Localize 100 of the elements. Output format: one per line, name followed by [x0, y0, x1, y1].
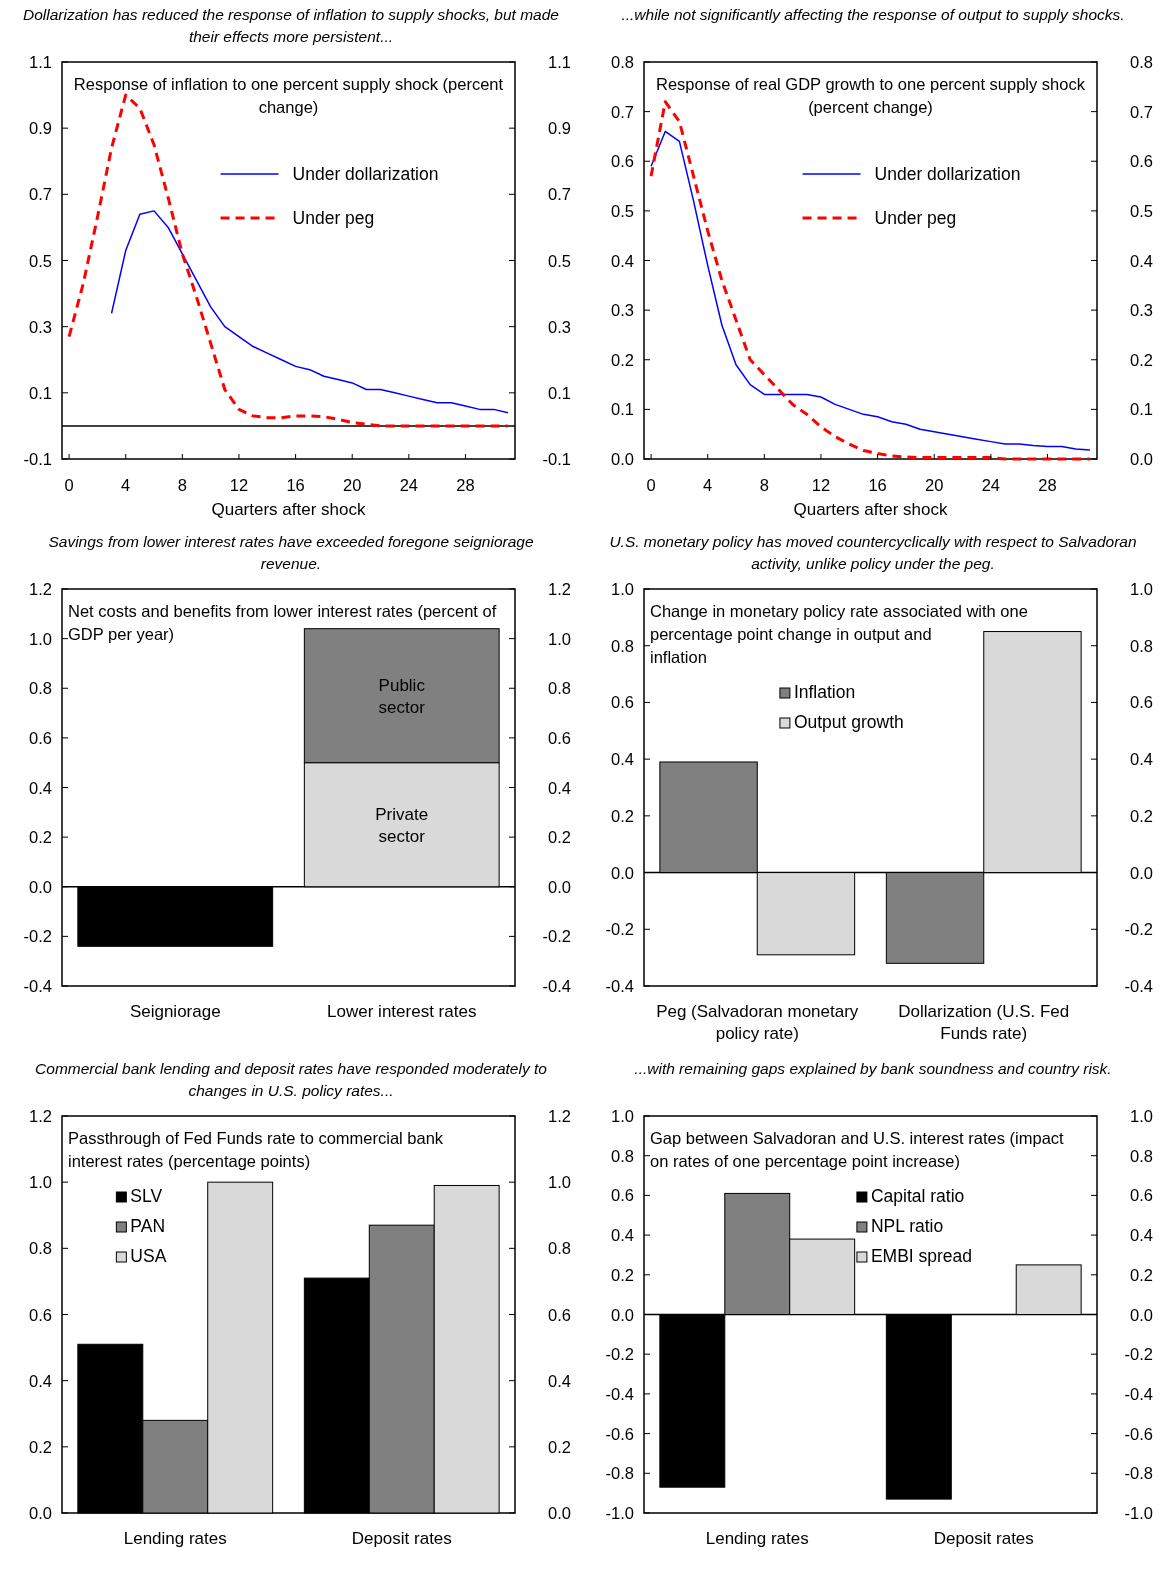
x-tick-label: Lending rates	[705, 1529, 809, 1548]
y-tick-label: 0.6	[611, 693, 634, 712]
chart-title: ...while not significantly affecting the response of output to supply shocks.	[621, 6, 1125, 23]
y2-tick-label: 0.8	[548, 1239, 571, 1258]
y2-tick-label: 0.7	[548, 185, 571, 204]
y-tick-label: 0.7	[29, 185, 52, 204]
y2-tick-label: 1.1	[548, 53, 571, 71]
y-tick-label: 0.4	[29, 1371, 52, 1390]
y-tick-label: 0.6	[29, 1305, 52, 1324]
chart-title: Savings from lower interest rates have exceeded foregone seigniorage revenue.	[48, 533, 534, 572]
y2-tick-label: -0.1	[542, 450, 571, 468]
legend-label: NPL ratio	[870, 1216, 944, 1236]
y2-tick-label: -0.2	[1124, 920, 1153, 939]
y-tick-label: -1.0	[605, 1504, 634, 1522]
y-tick-label: 0.3	[29, 317, 52, 336]
y-tick-label: 0.4	[611, 750, 634, 769]
y2-tick-label: -0.4	[1124, 1384, 1153, 1403]
y2-tick-label: 0.0	[548, 1504, 571, 1522]
y2-tick-label: 0.4	[548, 778, 571, 797]
y-tick-label: 1.0	[29, 1173, 52, 1192]
y-tick-label: 0.2	[29, 1437, 52, 1456]
x-tick-label: Lower interest rates	[327, 1002, 477, 1021]
y-tick-label: 0.8	[29, 679, 52, 698]
legend-label: Output growth	[793, 712, 904, 732]
legend-label: Inflation	[793, 682, 856, 702]
y-tick-label: -0.2	[605, 920, 634, 939]
legend-label: Under dollarization	[874, 164, 1021, 184]
y2-tick-label: 0.6	[1130, 693, 1153, 712]
y2-tick-label: 0.5	[548, 251, 571, 270]
y-tick-label: -0.8	[605, 1464, 634, 1483]
y2-tick-label: 0.1	[1130, 400, 1153, 419]
x-axis-title: Quarters after shock	[793, 500, 948, 519]
x-axis-title: Quarters after shock	[211, 500, 366, 519]
x-tick-label: 28	[1038, 476, 1057, 494]
chart-title: ...with remaining gaps explained by bank soundness and country risk.	[634, 1060, 1112, 1077]
legend-label: EMBI spread	[870, 1246, 973, 1266]
y-tick-label: -0.2	[23, 927, 52, 946]
x-tick-label: Deposit rates	[933, 1529, 1034, 1548]
text: Response of inflation to one percent supply shock (percent change)	[73, 75, 504, 116]
legend-label: PAN	[130, 1216, 166, 1236]
y2-tick-label: 0.2	[1130, 350, 1153, 369]
x-tick-label: Peg (Salvadoran monetary policy rate)	[656, 1002, 859, 1043]
y2-tick-label: 0.4	[1130, 750, 1153, 769]
y2-tick-label: -0.4	[542, 977, 571, 995]
y-tick-label: 0.8	[611, 1146, 634, 1165]
y2-tick-label: 0.6	[1130, 152, 1153, 171]
x-tick-label: 8	[177, 476, 187, 494]
y-tick-label: -0.6	[605, 1424, 634, 1443]
chart-title: Dollarization has reduced the response of inflation to supply shocks, but made their effects more persistent...	[23, 6, 560, 45]
y-tick-label: 0.3	[611, 301, 634, 320]
x-tick-label: Deposit rates	[351, 1529, 452, 1548]
y-tick-label: -0.4	[23, 977, 52, 995]
y2-tick-label: 0.3	[1130, 301, 1153, 320]
y2-tick-label: 0.2	[548, 1437, 571, 1456]
y-tick-label: 0.4	[611, 251, 634, 270]
y-tick-label: 0.2	[611, 1265, 634, 1284]
y-tick-label: -0.4	[605, 977, 634, 995]
y2-tick-label: 0.8	[548, 679, 571, 698]
y-tick-label: 0.5	[611, 201, 634, 220]
y2-tick-label: 1.0	[548, 629, 571, 648]
x-tick-label: 4	[703, 476, 713, 494]
line-series	[67, 93, 510, 428]
x-tick-label: Lending rates	[123, 1529, 227, 1548]
text: Gap between Salvadoran and U.S. interest rates (impact on rates of one percentage point increase)	[650, 1129, 1065, 1170]
y-tick-label: 0.0	[611, 1305, 634, 1324]
text: Passthrough of Fed Funds rate to commercial bank interest rates (percentage points)	[68, 1129, 444, 1170]
x-tick-label: 16	[868, 476, 887, 494]
legend-label: USA	[130, 1246, 167, 1266]
y2-tick-label: 0.0	[548, 877, 571, 896]
y2-tick-label: 0.0	[1130, 1305, 1153, 1324]
y2-tick-label: 0.3	[548, 317, 571, 336]
y-tick-label: 0.6	[611, 1186, 634, 1205]
text: Net costs and benefits from lower interest rates (percent of GDP per year)	[68, 602, 497, 643]
y2-tick-label: 0.2	[1130, 806, 1153, 825]
x-tick-label: 16	[286, 476, 305, 494]
y2-tick-label: -0.4	[1124, 977, 1153, 995]
y2-tick-label: 0.2	[548, 828, 571, 847]
y-tick-label: -0.4	[605, 1384, 634, 1403]
y2-tick-label: -0.2	[542, 927, 571, 946]
y-tick-label: 0.6	[29, 728, 52, 747]
x-tick-label: 4	[121, 476, 131, 494]
legend-label: Under peg	[292, 208, 375, 228]
chart-title: Commercial bank lending and deposit rates have responded moderately to changes in U.S. policy rates...	[35, 1060, 548, 1099]
y2-tick-label: 0.6	[1130, 1186, 1153, 1205]
series-label: Public sector	[378, 675, 426, 717]
y-tick-label: 1.0	[611, 580, 634, 598]
y2-tick-label: -0.6	[1124, 1424, 1153, 1443]
y-tick-label: 0.2	[611, 806, 634, 825]
y2-tick-label: 0.8	[1130, 1146, 1153, 1165]
y2-tick-label: 0.5	[1130, 201, 1153, 220]
y2-tick-label: 0.6	[548, 1305, 571, 1324]
y-tick-label: 1.0	[611, 1107, 634, 1125]
x-tick-label: Dollarization (U.S. Fed Funds rate)	[898, 1002, 1070, 1043]
y2-tick-label: 1.0	[1130, 580, 1153, 598]
y-tick-label: 0.8	[29, 1239, 52, 1258]
y2-tick-label: -1.0	[1124, 1504, 1153, 1522]
y2-tick-label: 0.4	[1130, 1226, 1153, 1245]
x-tick-label: 24	[981, 476, 1001, 494]
series-label: Private sector	[375, 804, 429, 846]
y2-tick-label: 0.0	[1130, 450, 1153, 468]
